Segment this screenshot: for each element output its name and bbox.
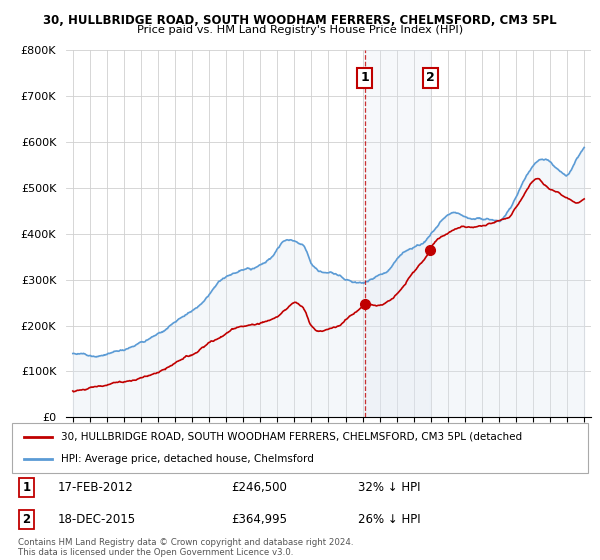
Text: 32% ↓ HPI: 32% ↓ HPI [358, 481, 420, 494]
Text: 30, HULLBRIDGE ROAD, SOUTH WOODHAM FERRERS, CHELMSFORD, CM3 5PL (detached: 30, HULLBRIDGE ROAD, SOUTH WOODHAM FERRE… [61, 432, 522, 442]
FancyBboxPatch shape [12, 423, 588, 473]
Text: 1: 1 [360, 72, 369, 85]
Text: 17-FEB-2012: 17-FEB-2012 [58, 481, 134, 494]
Text: HPI: Average price, detached house, Chelmsford: HPI: Average price, detached house, Chel… [61, 454, 314, 464]
Text: 18-DEC-2015: 18-DEC-2015 [58, 513, 136, 526]
Text: Price paid vs. HM Land Registry's House Price Index (HPI): Price paid vs. HM Land Registry's House … [137, 25, 463, 35]
Text: 26% ↓ HPI: 26% ↓ HPI [358, 513, 420, 526]
Text: 30, HULLBRIDGE ROAD, SOUTH WOODHAM FERRERS, CHELMSFORD, CM3 5PL: 30, HULLBRIDGE ROAD, SOUTH WOODHAM FERRE… [43, 14, 557, 27]
Text: 2: 2 [426, 72, 434, 85]
Text: 2: 2 [22, 513, 31, 526]
Text: £246,500: £246,500 [231, 481, 287, 494]
Text: 1: 1 [22, 481, 31, 494]
Bar [365, 50, 430, 417]
Text: £364,995: £364,995 [231, 513, 287, 526]
Text: Contains HM Land Registry data © Crown copyright and database right 2024.
This d: Contains HM Land Registry data © Crown c… [18, 538, 353, 557]
